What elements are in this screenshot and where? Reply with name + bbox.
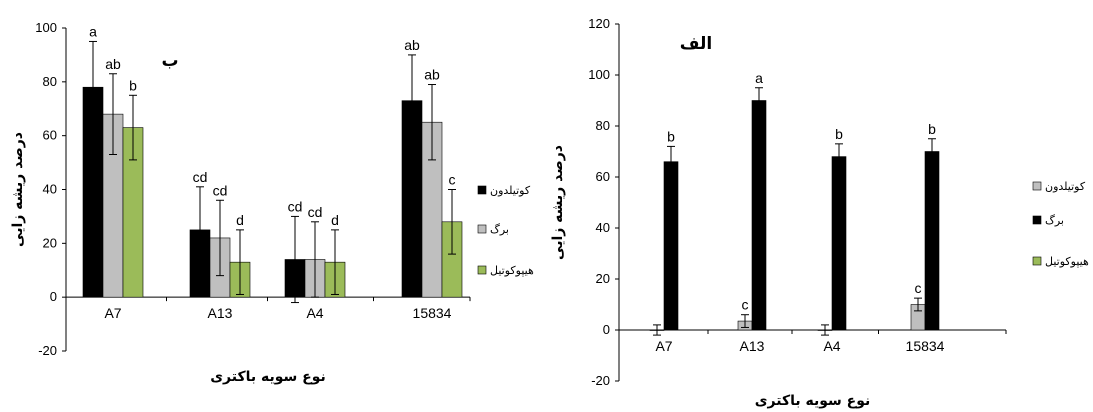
significance-letter: a	[755, 70, 763, 86]
y-tick-label: 60	[596, 169, 610, 184]
y-tick-label: 120	[588, 16, 610, 31]
y-tick-label: 40	[596, 220, 610, 235]
x-tick-label: A4	[306, 305, 323, 321]
x-tick-label: A13	[208, 305, 233, 321]
legend-swatch	[477, 265, 487, 275]
y-tick-label: 20	[596, 271, 610, 286]
bar	[751, 100, 767, 331]
significance-letter: cd	[288, 198, 303, 214]
x-axis-label: نوع سویه باکتری	[210, 369, 326, 385]
significance-letter: d	[331, 212, 339, 228]
legend-label: برگ	[1045, 214, 1064, 227]
y-tick-label: 20	[43, 235, 57, 250]
y-tick-label: 0	[50, 289, 57, 304]
significance-letter: b	[835, 126, 843, 142]
significance-letter: a	[89, 23, 97, 39]
legend-swatch	[1032, 215, 1042, 225]
x-tick-label: A13	[740, 338, 765, 354]
bar	[924, 151, 940, 331]
bar	[831, 156, 847, 331]
significance-letter: b	[928, 121, 936, 137]
legend-label: هیپوکوتیل	[1045, 255, 1089, 268]
significance-letter: b	[667, 128, 675, 144]
legend-label: کوتیلدون	[1045, 180, 1086, 193]
y-tick-label: -20	[38, 343, 57, 358]
panel-label: الف	[680, 34, 712, 54]
significance-letter: cd	[193, 169, 208, 185]
significance-letter: d	[236, 212, 244, 228]
chart-right: -20 0 20 40 60 80 100 120 b A7 c a A13 b A4 c b 15834 الف د…	[550, 16, 1089, 409]
significance-letter: c	[742, 297, 749, 313]
legend-label: هیپوکوتیل	[490, 264, 534, 277]
y-axis-label: درصد ریشه زایی	[10, 132, 26, 247]
significance-letter: c	[915, 280, 922, 296]
x-tick-label: 15834	[906, 338, 945, 354]
y-axis-label: درصد ریشه زایی	[550, 145, 566, 260]
significance-letter: cd	[213, 182, 228, 198]
y-tick-label: 80	[596, 118, 610, 133]
legend-swatch	[477, 224, 487, 234]
y-tick-label: 0	[603, 322, 610, 337]
significance-letter: b	[129, 77, 137, 93]
x-tick-label: A7	[104, 305, 121, 321]
y-tick-label: 60	[43, 128, 57, 143]
y-tick-label: 80	[43, 74, 57, 89]
significance-letter: c	[449, 172, 456, 188]
legend-swatch	[477, 185, 487, 195]
significance-letter: ab	[424, 67, 440, 83]
x-tick-label: A7	[655, 338, 672, 354]
y-tick-label: -20	[591, 373, 610, 388]
bar	[663, 161, 679, 331]
significance-letter: ab	[105, 56, 121, 72]
panel-label: ب	[161, 51, 178, 71]
y-tick-label: 40	[43, 182, 57, 197]
significance-letter: ab	[404, 37, 420, 53]
x-axis-label: نوع سویه باکتری	[755, 393, 871, 409]
legend-label: برگ	[490, 223, 509, 236]
y-tick-label: 100	[588, 67, 610, 82]
legend-swatch	[1032, 181, 1042, 191]
legend-label: کوتیلدون	[490, 184, 531, 197]
x-tick-label: 15834	[413, 305, 452, 321]
significance-letter: cd	[308, 204, 323, 220]
y-tick-label: 100	[35, 20, 57, 35]
legend-swatch	[1032, 256, 1042, 266]
x-tick-label: A4	[823, 338, 840, 354]
